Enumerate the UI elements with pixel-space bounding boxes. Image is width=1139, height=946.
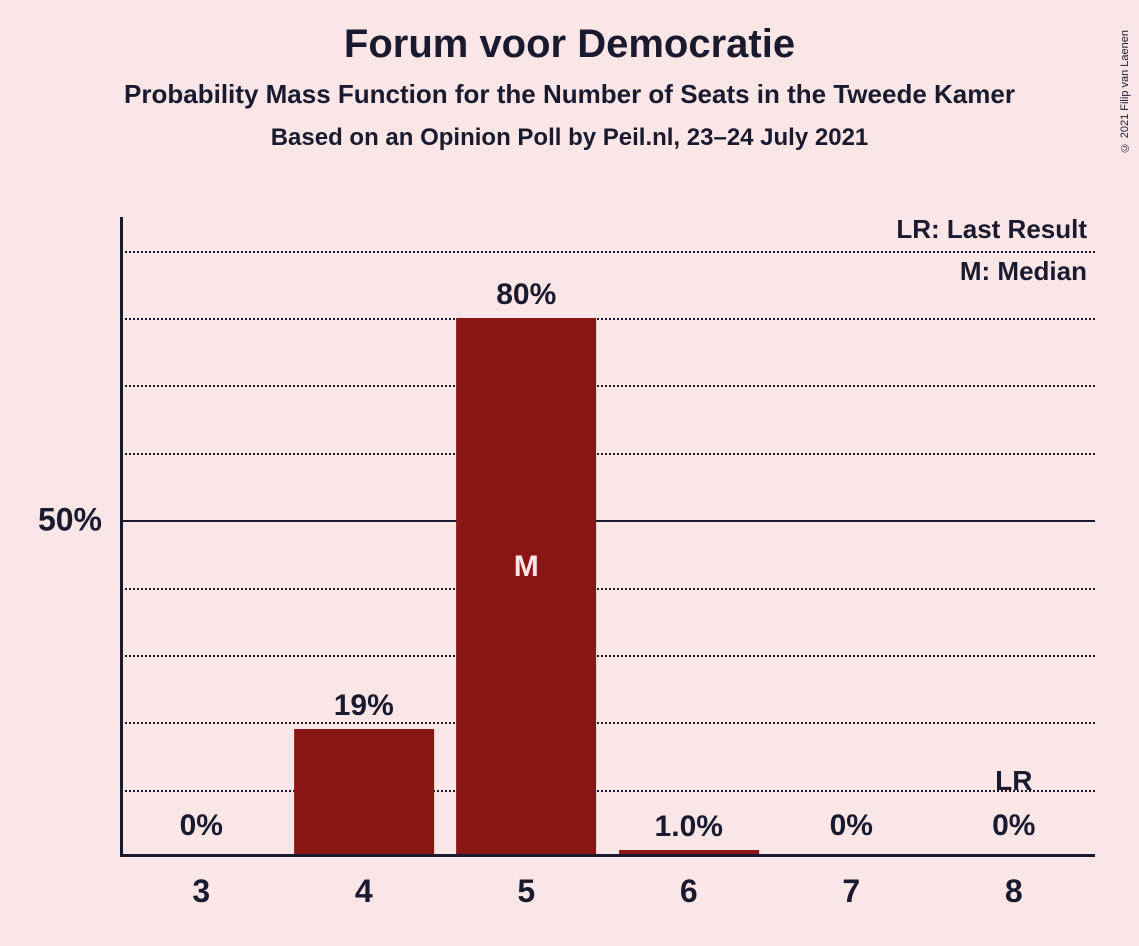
bar-value-label: 0% [830, 809, 873, 843]
copyright-text: © 2021 Filip van Laenen [1119, 30, 1131, 153]
chart-area: LR: Last Result M: Median 0%319%480%M51.… [120, 217, 1095, 857]
bar-value-label: 0% [992, 809, 1035, 843]
x-tick-label: 4 [355, 873, 373, 910]
lr-marker: LR [995, 765, 1032, 797]
x-axis [120, 854, 1095, 857]
y-tick-label: 50% [38, 502, 102, 539]
x-tick-label: 7 [842, 873, 860, 910]
bar-slot: 19%4 [283, 217, 446, 857]
median-marker: M [514, 550, 539, 584]
bar-value-label: 19% [334, 689, 394, 723]
x-tick-label: 6 [680, 873, 698, 910]
bars-row: 0%319%480%M51.0%60%70%LR8 [120, 217, 1095, 857]
bar [456, 318, 596, 857]
bar [294, 729, 434, 857]
x-tick-label: 5 [517, 873, 535, 910]
x-tick-label: 8 [1005, 873, 1023, 910]
chart-title-sub2: Based on an Opinion Poll by Peil.nl, 23–… [0, 124, 1139, 152]
bar-value-label: 0% [180, 809, 223, 843]
bar-slot: 1.0%6 [608, 217, 771, 857]
bar-value-label: 80% [496, 278, 556, 312]
bar-slot: 0%LR8 [933, 217, 1096, 857]
bar-slot: 0%7 [770, 217, 933, 857]
x-tick-label: 3 [192, 873, 210, 910]
bar-slot: 0%3 [120, 217, 283, 857]
bar-value-label: 1.0% [655, 810, 723, 844]
chart-title-sub1: Probability Mass Function for the Number… [0, 79, 1139, 110]
bar-slot: 80%M5 [445, 217, 608, 857]
chart-title-main: Forum voor Democratie [0, 22, 1139, 67]
